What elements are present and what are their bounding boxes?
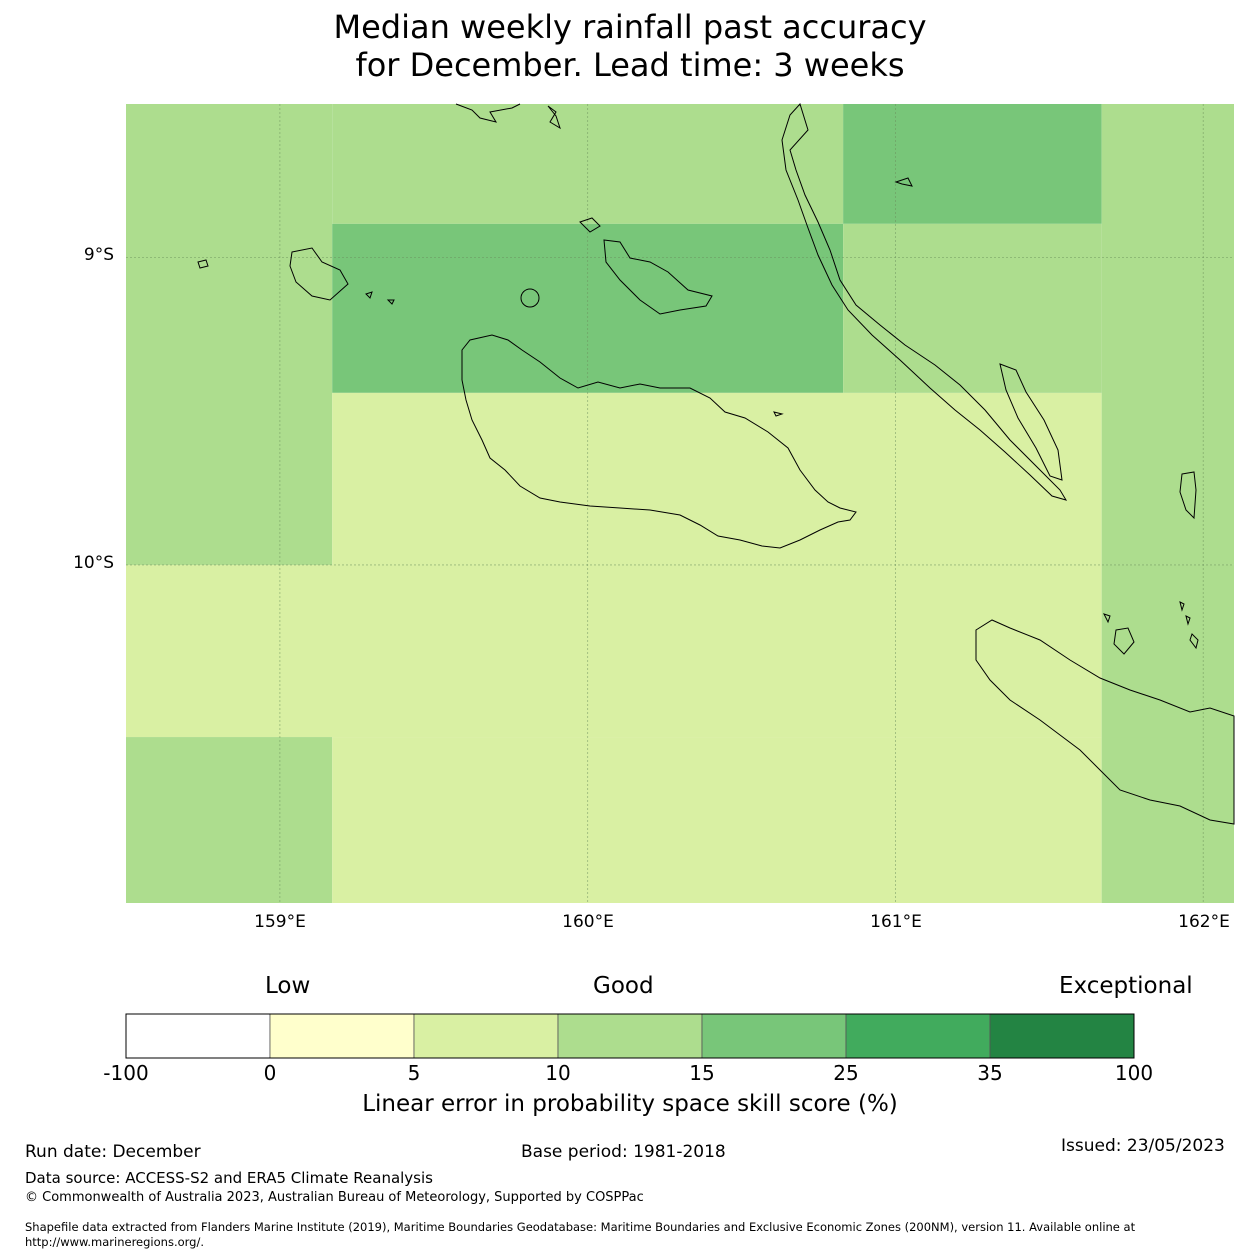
legend-exceptional-label: Exceptional (1059, 973, 1193, 999)
shapefile-credit-line1: Shapefile data extracted from Flanders M… (25, 1220, 1136, 1234)
lat-label-10s: 10°S (73, 553, 114, 573)
issued-date: Issued: 23/05/2023 (1061, 1136, 1225, 1156)
legend-tick: 0 (263, 1061, 277, 1085)
legend-tick: 10 (545, 1061, 571, 1085)
legend-tick: 35 (977, 1061, 1003, 1085)
skill-cell (1101, 104, 1234, 565)
skill-cell (1101, 564, 1234, 903)
coastline-russell-islands (289, 247, 349, 301)
legend-tick: -100 (103, 1061, 149, 1085)
legend-swatch (845, 1013, 991, 1059)
coastline-guadalcanal (461, 334, 857, 549)
copyright: © Commonwealth of Australia 2023, Austra… (25, 1190, 644, 1205)
skill-cell (126, 104, 333, 565)
coastline-islet-13 (365, 291, 373, 299)
coastline-florida-islands (603, 239, 713, 315)
coastline-small-malaita (999, 363, 1063, 481)
lon-label-160e: 160°E (562, 912, 614, 932)
coastline-islet-6 (1113, 627, 1135, 655)
skill-cell (843, 104, 1102, 224)
coastline-islet-3 (579, 217, 601, 233)
coastline-islet-8 (1179, 601, 1185, 612)
legend-tick: 5 (407, 1061, 421, 1085)
legend-swatch (413, 1013, 559, 1059)
legend-axis-label: Linear error in probability space skill … (362, 1091, 898, 1117)
legend-swatch (269, 1013, 415, 1059)
lon-label-162e: 162°E (1178, 912, 1230, 932)
coastline-ulawa (1179, 471, 1197, 520)
coastline-islet-5 (894, 177, 913, 187)
run-date: Run date: December (25, 1142, 201, 1162)
coastline-north-islet-2 (547, 105, 561, 130)
lat-label-9s: 9°S (83, 245, 114, 265)
coastline-north-islets (455, 103, 521, 123)
chart-title-line2: for December. Lead time: 3 weeks (355, 46, 905, 84)
legend-tick: 15 (689, 1061, 715, 1085)
skill-cell (126, 737, 333, 903)
coastlines (197, 103, 1235, 825)
legend-good-label: Good (593, 973, 654, 999)
base-period: Base period: 1981-2018 (521, 1142, 726, 1162)
coastline-islet-12 (386, 299, 395, 305)
legend-swatch (989, 1013, 1135, 1059)
legend-tick: 25 (833, 1061, 859, 1085)
skill-cell (332, 392, 1102, 565)
coastline-islet-7 (1103, 613, 1111, 624)
skill-cell (126, 564, 1102, 738)
skill-cell (843, 223, 1102, 393)
coastline-malaita (781, 103, 1068, 501)
shapefile-credit-line2: http://www.marineregions.org/. (25, 1235, 204, 1249)
colorbar (125, 1013, 1135, 1059)
legend-swatch (701, 1013, 847, 1059)
chart-title-line1: Median weekly rainfall past accuracy (333, 8, 927, 46)
coastline-islet-9 (1185, 615, 1191, 626)
legend-frame (125, 1013, 1135, 1059)
coastline-islet-10 (1189, 633, 1199, 650)
coastline-makira (975, 619, 1235, 825)
lon-label-161e: 161°E (870, 912, 922, 932)
data-source: Data source: ACCESS-S2 and ERA5 Climate … (25, 1169, 433, 1187)
coastline-islet-4 (197, 259, 209, 269)
legend-low-label: Low (265, 973, 311, 999)
skill-cell (332, 737, 1102, 903)
lon-label-159e: 159°E (254, 912, 306, 932)
graticule (126, 104, 1234, 903)
legend-swatch (125, 1013, 271, 1059)
coastline-savo (520, 288, 540, 308)
skill-cell (332, 104, 844, 224)
legend-swatch (557, 1013, 703, 1059)
legend-tick: 100 (1114, 1061, 1154, 1085)
coastline-islet-11 (773, 411, 784, 417)
skill-cells (126, 104, 1234, 903)
